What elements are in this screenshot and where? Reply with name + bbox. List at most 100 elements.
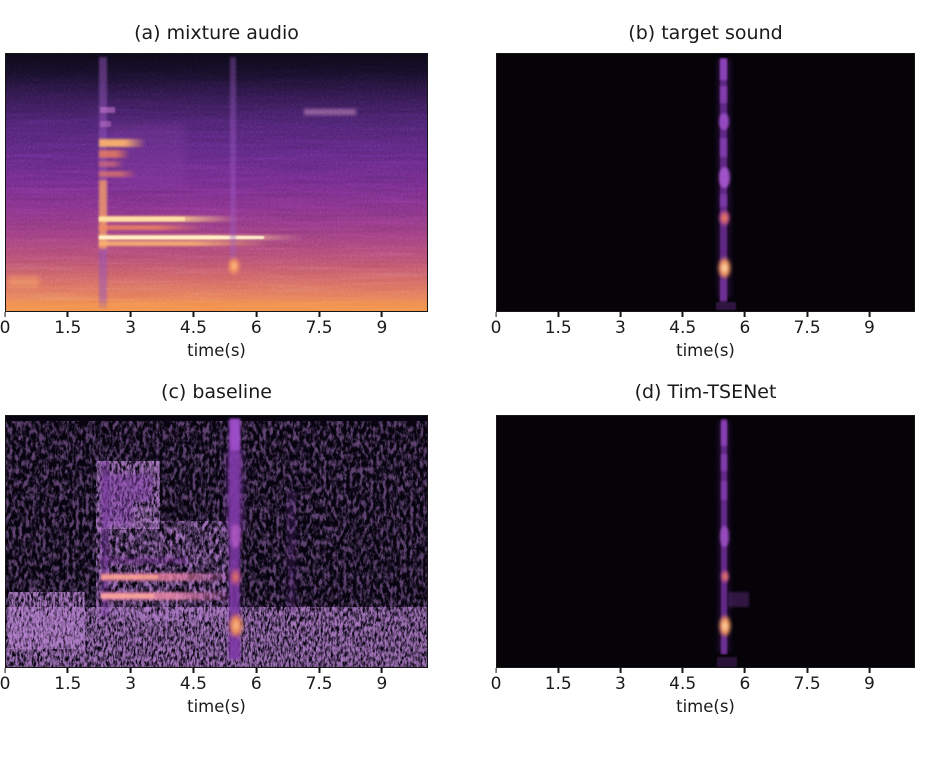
x-tick-mark bbox=[681, 668, 684, 673]
panel-b-title: (b) target sound bbox=[628, 22, 783, 44]
panel-c-spectrogram bbox=[5, 415, 428, 668]
x-tick-3: 3 bbox=[615, 668, 626, 694]
column-top-bright bbox=[229, 418, 240, 452]
panel-d-spectrogram bbox=[496, 415, 915, 668]
x-tick-label: 1.5 bbox=[54, 318, 82, 338]
panel-a-spectrogram bbox=[5, 53, 428, 312]
onset-fleck-1 bbox=[99, 106, 116, 114]
x-tick-mark bbox=[66, 668, 69, 673]
x-tick-mark bbox=[806, 312, 809, 317]
x-tick-label: 3 bbox=[615, 318, 626, 338]
segment-3 bbox=[719, 137, 727, 157]
x-tick-9: 9 bbox=[864, 668, 875, 694]
x-tick-mark bbox=[557, 312, 560, 317]
orange-blob bbox=[718, 209, 731, 227]
panel-d-x-axis: 0 1.5 3 4.5 6 7.5 9 bbox=[491, 668, 915, 700]
x-tick-6: 6 bbox=[739, 312, 750, 338]
x-tick-4.5: 4.5 bbox=[669, 668, 696, 694]
x-tick-mark bbox=[557, 668, 560, 673]
x-tick-mark bbox=[495, 312, 497, 317]
noise-upper-cluster bbox=[95, 461, 161, 529]
x-tick-mark bbox=[381, 312, 383, 317]
harmonic-band-3-core bbox=[99, 235, 265, 239]
x-tick-0: 0 bbox=[0, 668, 10, 694]
x-tick-label: 3 bbox=[125, 318, 137, 338]
x-tick-mark bbox=[66, 312, 69, 317]
x-tick-label: 7.5 bbox=[793, 318, 821, 338]
x-tick-label: 3 bbox=[125, 674, 137, 694]
panel-b-x-axis: 0 1.5 3 4.5 6 7.5 9 bbox=[491, 312, 915, 344]
noise-mid-cluster bbox=[95, 521, 229, 622]
foot-speckles bbox=[715, 302, 736, 310]
x-tick-mark bbox=[868, 312, 871, 317]
x-tick-mark bbox=[129, 668, 132, 673]
segment-4 bbox=[720, 194, 727, 207]
target-blob-in-mixture bbox=[226, 255, 242, 277]
onset-flare-2 bbox=[99, 150, 131, 159]
x-tick-3: 3 bbox=[615, 312, 626, 338]
orange-blob bbox=[719, 569, 731, 584]
x-tick-3: 3 bbox=[125, 312, 136, 338]
x-tick-label: 7.5 bbox=[793, 674, 821, 694]
tail bbox=[229, 639, 240, 660]
x-tick-label: 7.5 bbox=[305, 674, 333, 694]
harmonic-band-4 bbox=[99, 241, 271, 246]
x-tick-label: 6 bbox=[739, 674, 751, 694]
onset-column-residual bbox=[100, 461, 109, 617]
x-tick-label: 6 bbox=[250, 318, 262, 338]
x-tick-mark bbox=[495, 668, 497, 673]
panel-a-title: (a) mixture audio bbox=[134, 22, 299, 44]
x-tick-label: 3 bbox=[615, 674, 626, 694]
segment-2 bbox=[719, 86, 728, 103]
panel-b-x-label: time(s) bbox=[676, 341, 735, 360]
onset-fleck-2 bbox=[99, 120, 112, 128]
x-tick-mark bbox=[4, 668, 6, 673]
x-tick-label: 0 bbox=[490, 318, 502, 338]
x-tick-4.5: 4.5 bbox=[180, 668, 207, 694]
x-tick-9: 9 bbox=[376, 668, 388, 694]
x-tick-mark bbox=[381, 668, 383, 673]
residual-band-1-core bbox=[100, 574, 159, 579]
x-tick-0: 0 bbox=[490, 668, 502, 694]
x-tick-label: 9 bbox=[376, 674, 388, 694]
target-column-in-mixture bbox=[230, 56, 237, 260]
x-tick-label: 0 bbox=[490, 674, 502, 694]
residual-band-2 bbox=[100, 591, 228, 600]
bright-blob bbox=[227, 611, 244, 640]
x-tick-3: 3 bbox=[125, 668, 136, 694]
x-tick-label: 1.5 bbox=[544, 674, 572, 694]
panel-c-title: (c) baseline bbox=[161, 381, 272, 403]
x-tick-6: 6 bbox=[251, 312, 262, 338]
x-tick-label: 4.5 bbox=[179, 674, 207, 694]
segment-top bbox=[719, 59, 727, 80]
tail bbox=[720, 280, 727, 302]
x-tick-1.5: 1.5 bbox=[545, 312, 572, 338]
panel-b-spectrogram bbox=[496, 53, 915, 312]
x-tick-mark bbox=[868, 668, 871, 673]
x-tick-7.5: 7.5 bbox=[306, 668, 333, 694]
x-tick-label: 4.5 bbox=[669, 674, 697, 694]
x-tick-0: 0 bbox=[490, 312, 502, 338]
noise-horizontal-streaks bbox=[6, 54, 427, 311]
residual-cluster-2 bbox=[101, 501, 134, 527]
panel-a-x-label: time(s) bbox=[187, 341, 246, 360]
segment-2 bbox=[720, 453, 728, 472]
harmonic-band-2 bbox=[99, 225, 204, 231]
x-tick-7.5: 7.5 bbox=[306, 312, 333, 338]
x-tick-0: 0 bbox=[0, 312, 10, 338]
x-tick-1.5: 1.5 bbox=[545, 668, 572, 694]
faint-line-upper-right bbox=[304, 109, 357, 115]
purple-blob-mid bbox=[719, 526, 730, 547]
onset-flare-4 bbox=[99, 170, 138, 178]
speckles-right-of-column bbox=[728, 591, 749, 607]
residual-cluster-1 bbox=[101, 473, 152, 502]
x-tick-6: 6 bbox=[251, 668, 262, 694]
x-tick-1.5: 1.5 bbox=[54, 668, 81, 694]
x-tick-mark bbox=[619, 312, 622, 317]
orange-blob bbox=[228, 566, 243, 587]
x-tick-7.5: 7.5 bbox=[794, 668, 821, 694]
x-tick-label: 4.5 bbox=[179, 318, 207, 338]
x-tick-label: 1.5 bbox=[544, 318, 572, 338]
x-tick-label: 6 bbox=[739, 318, 751, 338]
